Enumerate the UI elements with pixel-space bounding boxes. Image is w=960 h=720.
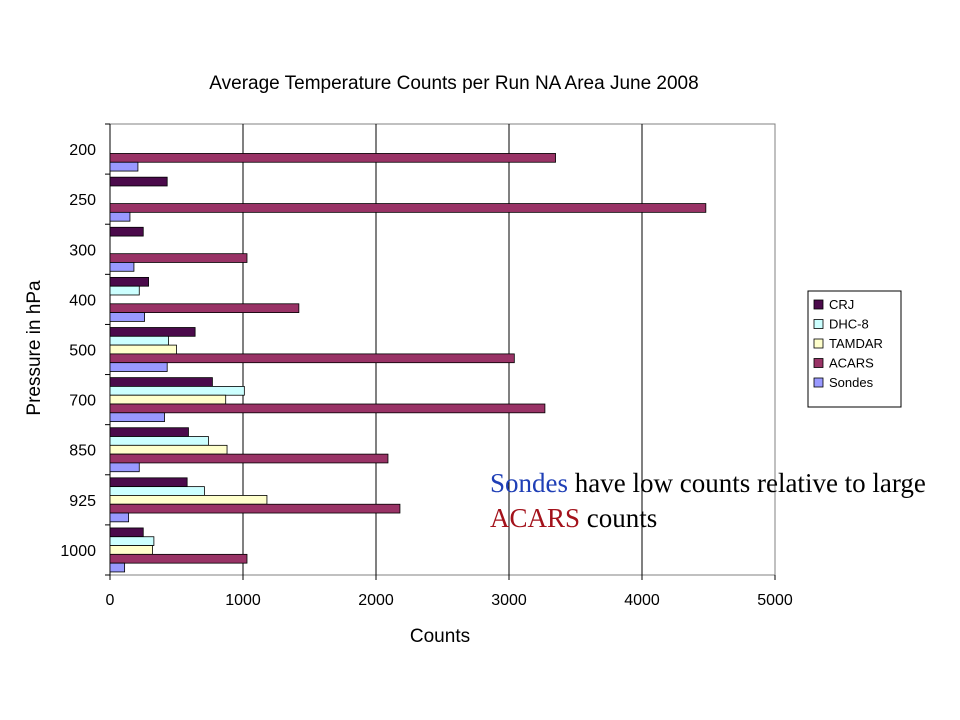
bar	[109, 153, 556, 163]
x-tick-label: 3000	[491, 592, 527, 609]
annotation-text: Sondes have low counts relative to large…	[490, 466, 930, 536]
bar	[109, 495, 268, 505]
bar	[109, 335, 169, 346]
bar	[109, 312, 145, 322]
y-tick-label: 250	[69, 192, 96, 209]
legend-label: CRJ	[829, 297, 854, 312]
bar	[109, 536, 155, 546]
legend-label: Sondes	[829, 375, 874, 390]
bar	[109, 403, 546, 414]
x-tick-label: 1000	[225, 592, 261, 609]
bar	[109, 394, 227, 405]
bar	[109, 553, 248, 564]
bar	[109, 176, 168, 187]
bar	[109, 262, 135, 272]
y-tick-label: 850	[69, 443, 96, 460]
legend-swatch	[813, 377, 824, 388]
y-axis-label: Pressure in hPa	[24, 280, 45, 416]
bar	[109, 285, 140, 296]
bar	[109, 444, 228, 455]
annotation-middle: have low counts relative to large	[568, 468, 926, 498]
legend-swatch	[813, 338, 824, 349]
bar	[109, 512, 130, 523]
bar	[109, 344, 177, 355]
x-tick-label: 5000	[757, 592, 793, 609]
legend-label: DHC-8	[829, 317, 869, 332]
y-tick-label: 300	[69, 242, 96, 259]
bar	[109, 527, 144, 538]
bar	[109, 253, 248, 263]
bar	[109, 545, 153, 555]
x-tick-label: 2000	[358, 592, 394, 609]
legend-swatch	[813, 299, 824, 310]
annotation-end: counts	[580, 503, 658, 533]
legend-box	[807, 290, 902, 408]
bar	[109, 226, 144, 237]
y-tick-label: 1000	[60, 543, 96, 560]
bar	[109, 303, 300, 313]
bar	[109, 161, 139, 172]
bar	[109, 203, 707, 213]
x-axis-label: Counts	[410, 626, 470, 647]
legend-swatch	[813, 358, 824, 368]
bar	[109, 276, 149, 287]
legend-label: ACARS	[829, 356, 874, 371]
y-tick-label: 500	[69, 343, 96, 360]
annotation-acars: ACARS	[490, 503, 581, 533]
bar	[109, 412, 165, 423]
bar	[109, 362, 168, 372]
bar	[109, 427, 189, 437]
y-tick-label: 200	[69, 142, 96, 159]
chart-title: Average Temperature Counts per Run NA Ar…	[209, 73, 698, 94]
bar	[109, 477, 188, 488]
legend-label: TAMDAR	[829, 336, 883, 351]
bar	[109, 377, 213, 387]
bar	[109, 327, 196, 337]
x-tick-label: 0	[106, 592, 115, 609]
x-tick-label: 4000	[624, 592, 660, 609]
bar	[109, 353, 515, 364]
bar	[109, 486, 205, 496]
bar	[109, 211, 131, 222]
bar	[109, 462, 140, 473]
y-tick-label: 400	[69, 292, 96, 309]
bar	[109, 503, 401, 514]
y-tick-label: 925	[69, 493, 96, 510]
bar	[109, 562, 126, 573]
bar	[109, 453, 389, 464]
legend-swatch	[813, 319, 824, 329]
y-tick-label: 700	[69, 393, 96, 410]
bar	[109, 386, 245, 396]
bar	[109, 436, 209, 446]
annotation-sondes: Sondes	[490, 468, 569, 498]
